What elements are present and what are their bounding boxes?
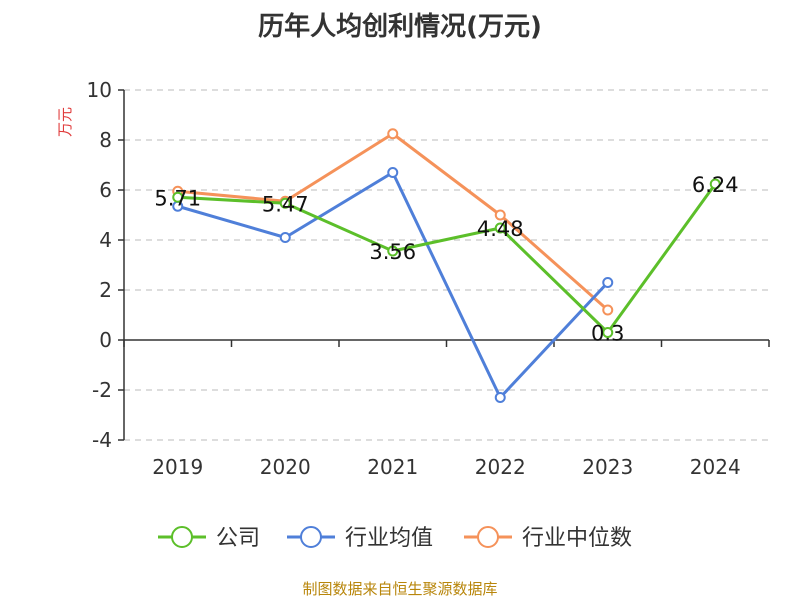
data-point <box>172 191 184 203</box>
data-label: 5.47 <box>262 192 309 216</box>
data-point <box>602 277 614 288</box>
x-tick-labels: 2019 2020 2021 2022 2023 2024 <box>152 455 740 479</box>
legend-marker <box>477 526 499 548</box>
y-tick-label: 8 <box>99 128 112 152</box>
y-tick-label: -4 <box>92 428 112 452</box>
grid-lines <box>124 89 769 441</box>
data-label: 4.48 <box>477 217 524 241</box>
data-point <box>494 222 506 234</box>
x-tick-label: 2023 <box>582 455 633 479</box>
chart-title: 历年人均创利情况(万元) <box>258 12 542 42</box>
series-line <box>177 132 609 312</box>
x-tick-label: 2020 <box>260 455 311 479</box>
data-point <box>602 304 614 316</box>
legend-label: 公司 <box>216 526 260 551</box>
data-point <box>387 128 399 140</box>
axes <box>118 89 770 441</box>
legend-marker <box>300 526 322 548</box>
series-line <box>177 171 609 399</box>
data-point <box>602 327 614 338</box>
data-label: 3.56 <box>369 240 416 264</box>
data-point <box>279 197 291 209</box>
x-tick-label: 2019 <box>152 455 203 479</box>
y-tick-labels: -4 -2 0 2 4 6 8 10 <box>87 78 112 452</box>
legend-marker <box>171 526 193 548</box>
data-labels: 5.71 5.47 3.56 4.48 0.3 6.24 <box>154 173 738 346</box>
x-tick-label: 2021 <box>367 455 418 479</box>
series-line <box>177 183 717 334</box>
legend-label: 行业均值 <box>345 526 433 551</box>
y-tick-label: -2 <box>92 378 112 402</box>
data-point <box>494 209 506 221</box>
source-note: 制图数据来自恒生聚源数据库 <box>302 580 498 598</box>
y-tick-label: 0 <box>99 328 112 352</box>
data-label: 0.3 <box>591 322 624 346</box>
data-point <box>387 245 399 257</box>
data-point <box>387 167 399 178</box>
data-point <box>279 232 291 243</box>
x-tick-label: 2024 <box>690 455 741 479</box>
x-tick-label: 2022 <box>475 455 526 479</box>
y-tick-label: 4 <box>99 228 112 252</box>
data-point <box>494 392 506 403</box>
y-tick-label: 10 <box>87 78 112 102</box>
series-group <box>172 128 721 403</box>
data-label: 6.24 <box>692 173 739 197</box>
y-tick-label: 6 <box>99 178 112 202</box>
data-label: 5.71 <box>154 186 201 210</box>
legend-label: 行业中位数 <box>522 526 632 551</box>
legend: 公司 行业均值 行业中位数 <box>158 526 632 551</box>
y-axis-label: 万元 <box>56 107 74 137</box>
y-tick-label: 2 <box>99 278 112 302</box>
data-point <box>709 178 721 190</box>
